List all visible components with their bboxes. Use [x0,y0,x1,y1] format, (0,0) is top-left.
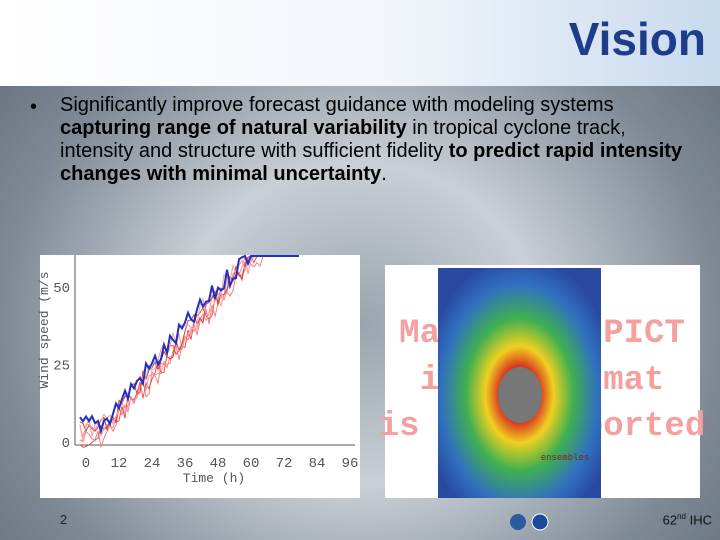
y-axis-label: Wind speed (m/s [37,271,52,388]
event-suffix: nd [677,512,686,521]
x-tick-label: 0 [82,456,90,472]
bullet-segment: capturing range of natural variability [60,117,407,139]
x-tick-label: 12 [111,456,128,472]
y-ticks: 0 25 50 [53,281,70,452]
bullet-text: Significantly improve forecast guidance … [60,94,690,186]
y-tick-label: 50 [53,281,70,297]
bullet-segment: in tropical cyclone track, intensity and… [60,117,626,162]
wind-curve [79,254,299,435]
y-tick-label: 25 [53,359,70,375]
bullet-segment: Significantly improve forecast guidance … [60,94,614,116]
map-caption: ensembles [541,453,590,463]
storm-eye [498,367,542,423]
wind-curves [79,254,299,448]
event-number: 62 [662,512,678,528]
left-figure-panel [40,255,360,498]
x-ticks: 0 12 24 36 48 60 72 84 96 [82,456,359,472]
logo [531,513,549,531]
footer-event: 62nd IHC [663,512,712,527]
bullet-marker: • [30,96,38,118]
slide-title: Vision [568,13,706,65]
x-tick-label: 36 [177,456,194,472]
x-axis-label: Time (h) [183,471,245,486]
event-name: IHC [686,512,712,528]
title-banner [0,0,720,86]
x-tick-label: 72 [276,456,293,472]
x-tick-label: 84 [309,456,326,472]
x-tick-label: 60 [243,456,260,472]
x-tick-label: 96 [342,456,359,472]
bullet-segment: to predict rapid intensity changes with … [60,140,683,185]
logo [510,514,526,530]
x-tick-label: 24 [144,456,161,472]
x-tick-label: 48 [210,456,227,472]
bullet-segment: . [381,163,387,185]
page-number: 2 [60,512,68,527]
y-tick-label: 0 [62,436,70,452]
